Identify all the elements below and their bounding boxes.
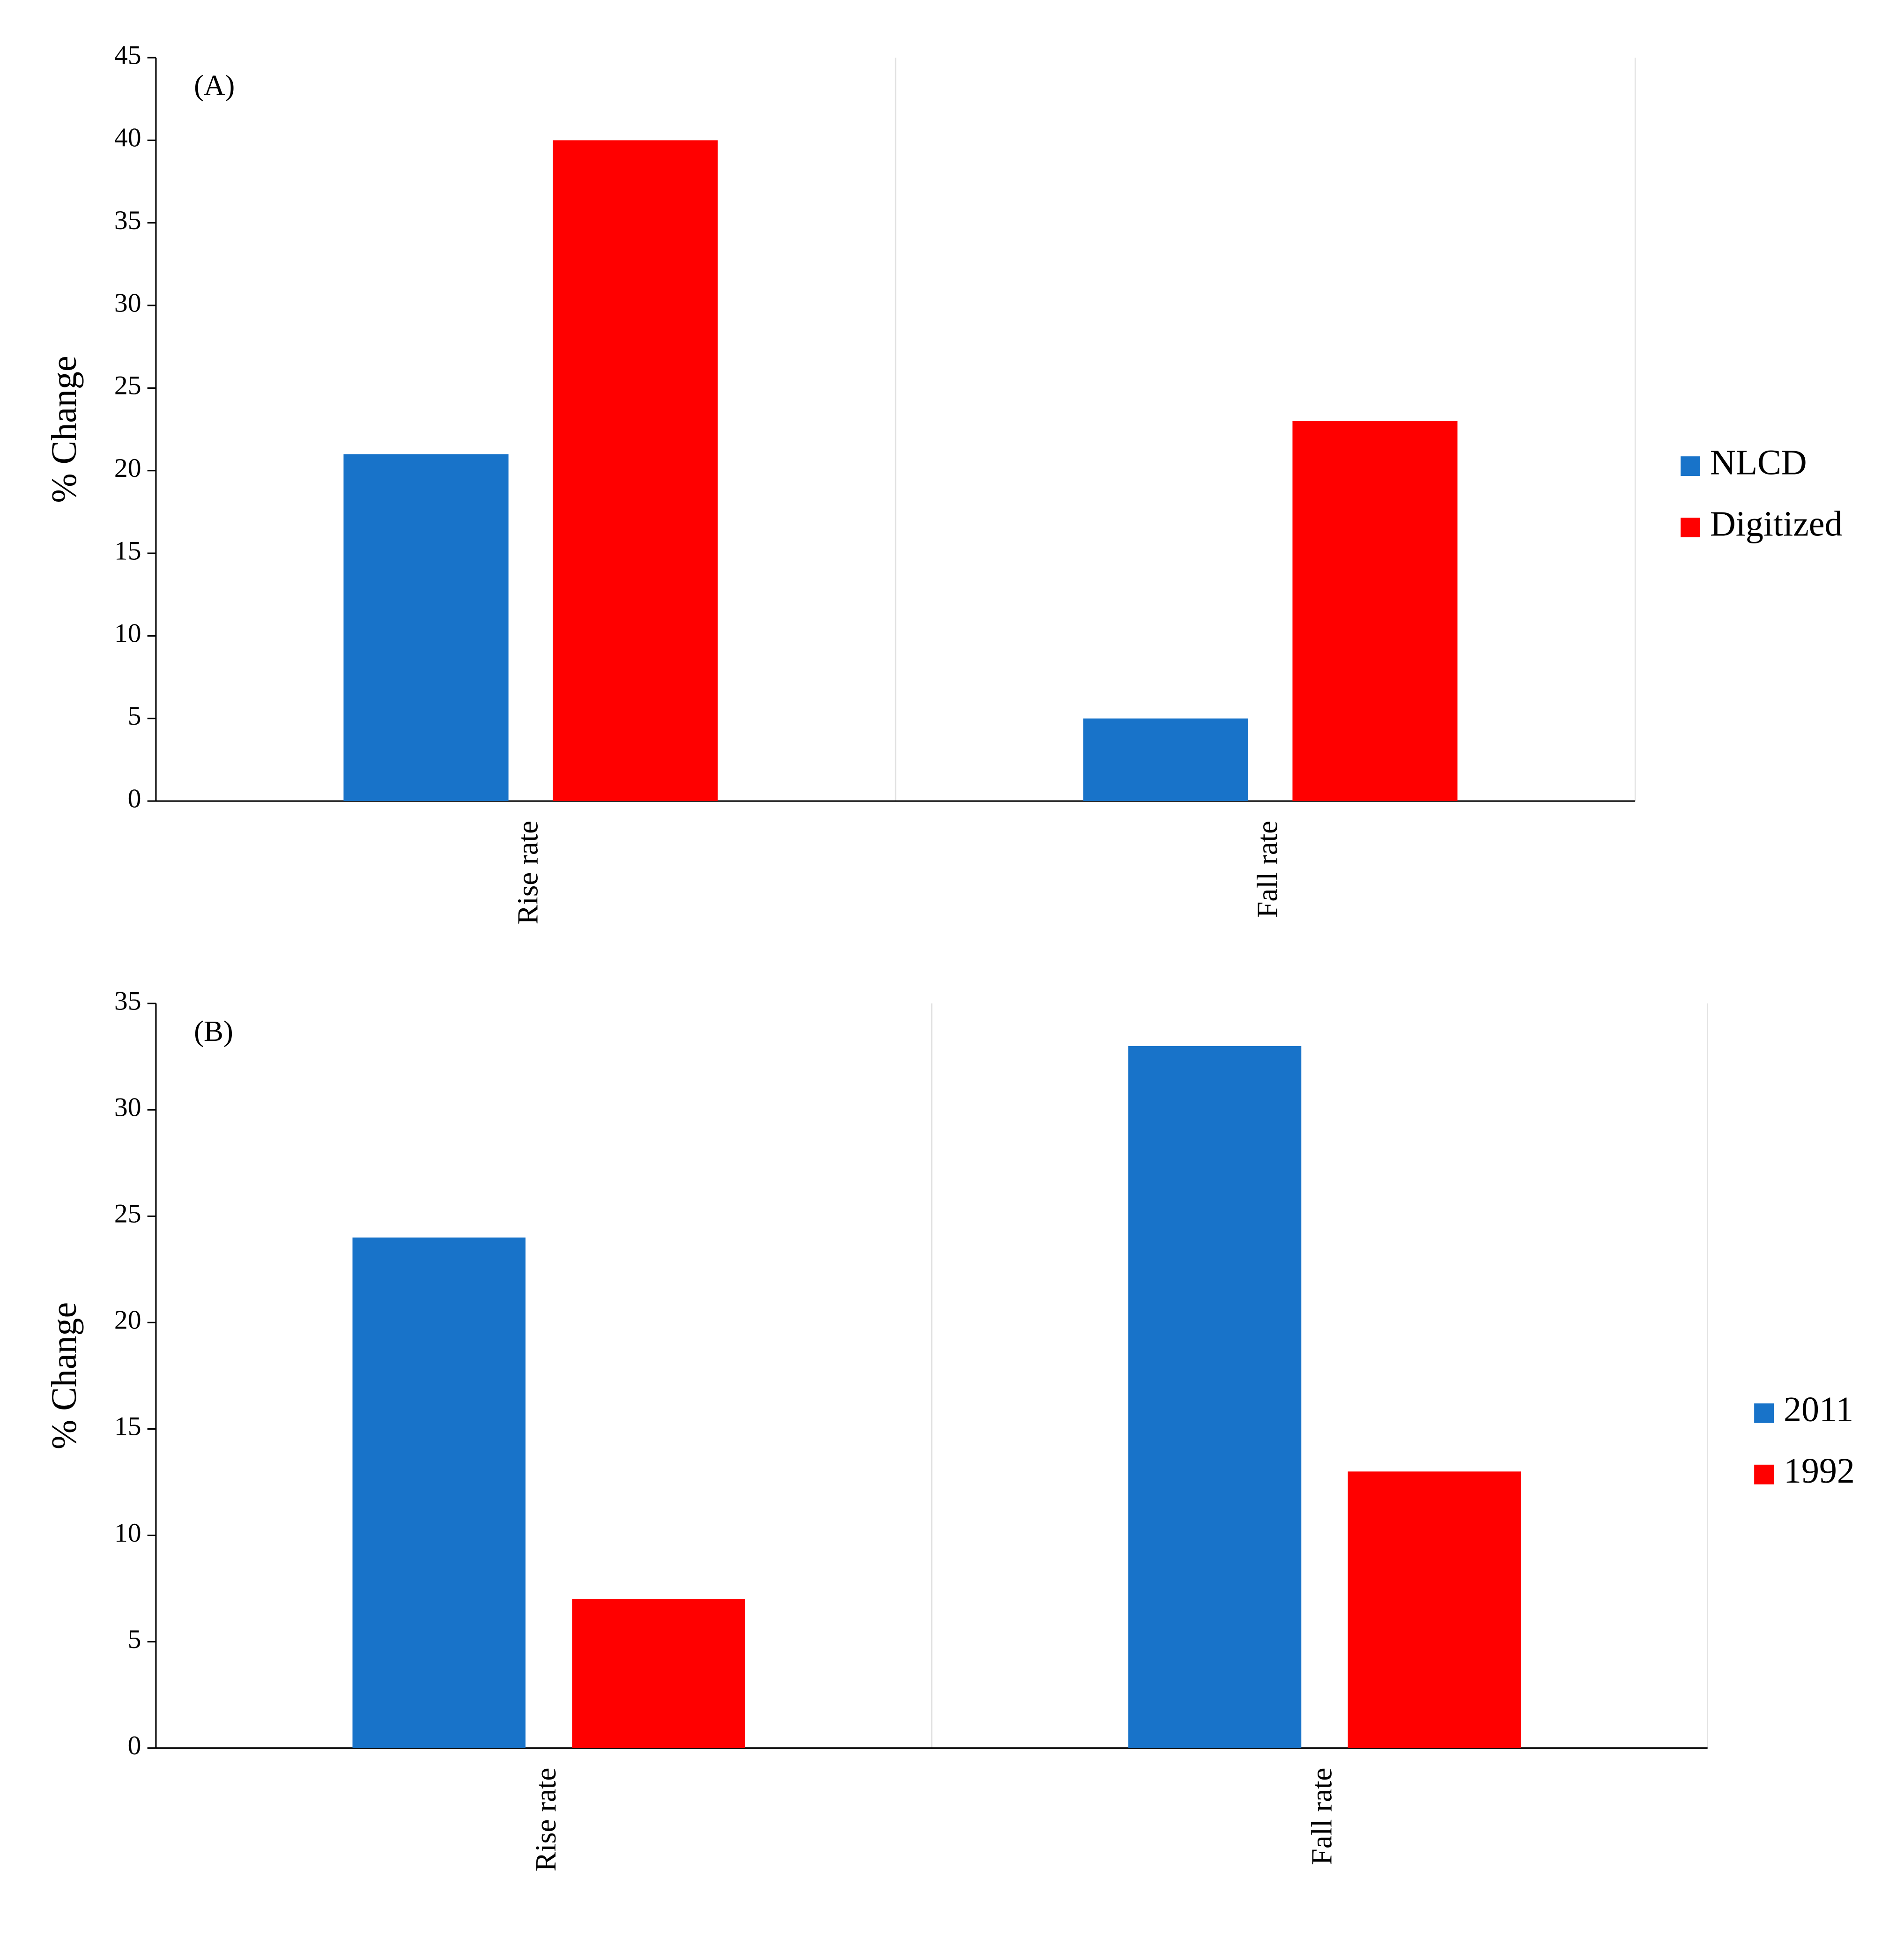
x-tick-label: Fall rate bbox=[1251, 821, 1283, 918]
y-tick-label: 35 bbox=[114, 986, 141, 1016]
y-tick-label: 30 bbox=[114, 1092, 141, 1122]
bar bbox=[1292, 421, 1458, 802]
legend-label: 1992 bbox=[1784, 1451, 1855, 1491]
y-tick-label: 25 bbox=[114, 1199, 141, 1229]
chart-panel: 0 5 10 15 20 25 30 35 (B) % Change Rise rate Fall r… bbox=[44, 986, 1855, 1871]
chart-panel: 0 5 10 15 20 25 30 35 40 45 (A) % Change Rise rate Fa… bbox=[44, 40, 1843, 924]
bar bbox=[1128, 1046, 1302, 1748]
legend-label: Digitized bbox=[1710, 504, 1843, 543]
legend-swatch bbox=[1754, 1464, 1774, 1484]
y-tick-label: 20 bbox=[114, 1306, 141, 1335]
legend-label: NLCD bbox=[1710, 443, 1807, 482]
y-tick-label: 30 bbox=[114, 288, 141, 318]
bar bbox=[343, 454, 509, 802]
y-tick-label: 20 bbox=[114, 453, 141, 483]
legend-swatch bbox=[1681, 456, 1700, 476]
y-tick-label: 35 bbox=[114, 206, 141, 235]
bar bbox=[1348, 1471, 1521, 1748]
x-tick-label: Rise rate bbox=[529, 1768, 562, 1872]
y-tick-label: 15 bbox=[114, 1412, 141, 1441]
y-tick-label: 15 bbox=[114, 536, 141, 565]
y-tick-label: 25 bbox=[114, 371, 141, 401]
y-axis-title: % Change bbox=[44, 356, 84, 503]
y-tick-label: 5 bbox=[128, 701, 141, 731]
legend-swatch bbox=[1681, 518, 1700, 538]
bar bbox=[352, 1237, 526, 1748]
legend-swatch bbox=[1754, 1403, 1774, 1423]
y-tick-label: 40 bbox=[114, 123, 141, 153]
y-tick-label: 0 bbox=[128, 784, 141, 813]
panel-label: (B) bbox=[194, 1015, 233, 1047]
bar bbox=[553, 140, 718, 802]
y-tick-label: 10 bbox=[114, 619, 141, 648]
y-tick-label: 45 bbox=[114, 40, 141, 70]
y-tick-label: 10 bbox=[114, 1518, 141, 1548]
bar bbox=[572, 1599, 745, 1748]
y-axis-title: % Change bbox=[44, 1302, 84, 1449]
legend-label: 2011 bbox=[1784, 1390, 1853, 1429]
bar bbox=[1083, 718, 1248, 802]
x-tick-label: Rise rate bbox=[511, 821, 544, 925]
panel-label: (A) bbox=[194, 69, 235, 102]
y-tick-label: 5 bbox=[128, 1625, 141, 1654]
y-tick-label: 0 bbox=[128, 1731, 141, 1760]
x-tick-label: Fall rate bbox=[1305, 1768, 1338, 1865]
